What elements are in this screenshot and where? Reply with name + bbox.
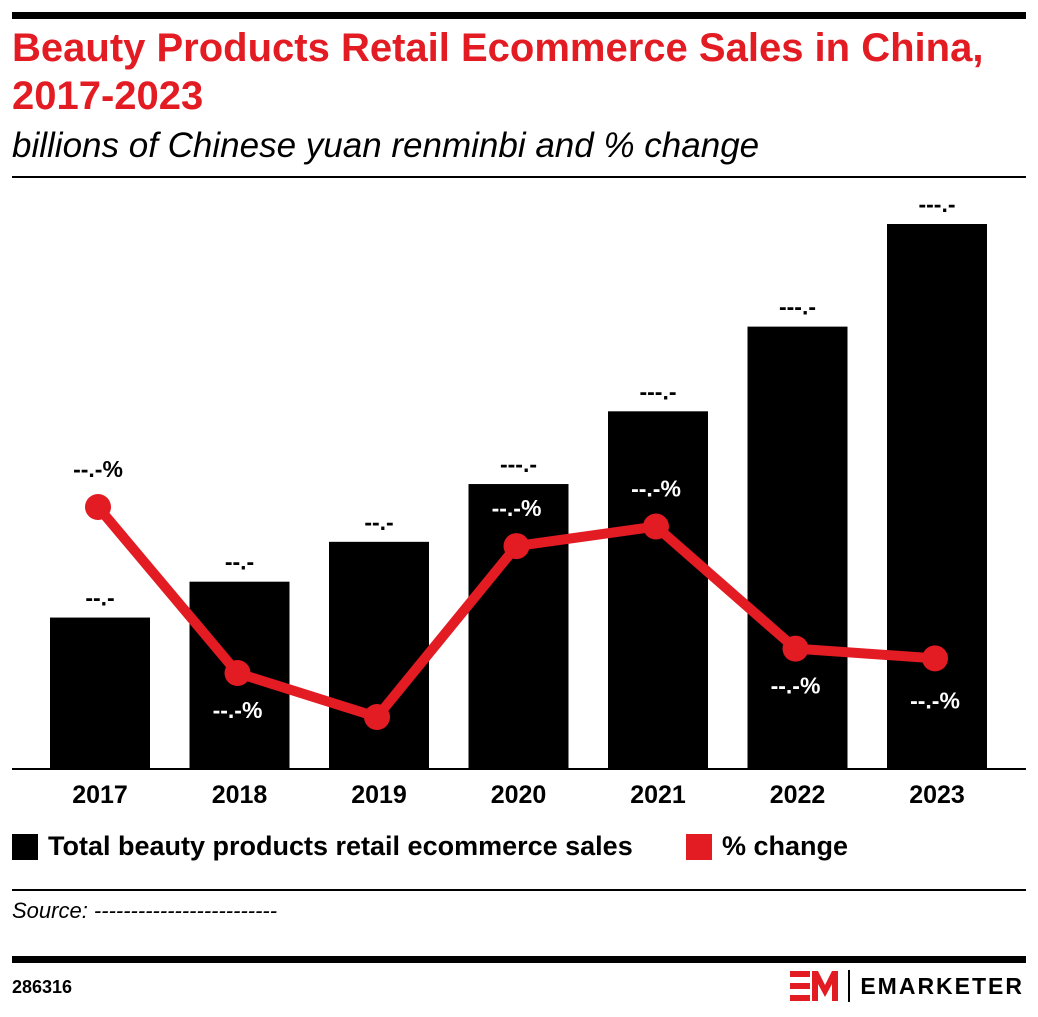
top-rule bbox=[12, 12, 1026, 19]
bar-value-label-2017: --.- bbox=[85, 585, 114, 611]
legend-label-sales: Total beauty products retail ecommerce s… bbox=[48, 831, 633, 861]
subtitle-rule bbox=[12, 176, 1026, 178]
logo-separator bbox=[848, 970, 851, 1002]
x-tick-2020: 2020 bbox=[491, 781, 547, 809]
x-tick-2019: 2019 bbox=[351, 781, 407, 809]
chart-title: Beauty Products Retail Ecommerce Sales i… bbox=[12, 26, 984, 118]
change-label-2022: --.-% bbox=[771, 673, 821, 699]
bar-2023 bbox=[887, 224, 987, 769]
bar-2017 bbox=[50, 617, 150, 769]
change-label-2021: --.-% bbox=[631, 476, 681, 502]
bar-2020 bbox=[468, 484, 569, 769]
chart-id: 286316 bbox=[12, 977, 73, 997]
change-point-2018 bbox=[224, 660, 251, 687]
bar-value-label-2020: ---.- bbox=[500, 451, 537, 477]
change-label-2018: --.-% bbox=[213, 697, 263, 723]
bar-value-label-2021: ---.- bbox=[639, 378, 676, 404]
legend-swatch-change bbox=[686, 833, 712, 860]
change-label-2020: --.-% bbox=[492, 495, 542, 521]
bottom-rule bbox=[12, 956, 1026, 963]
brand-name: EMARKETER bbox=[860, 972, 1024, 999]
legend-item-sales: Total beauty products retail ecommerce s… bbox=[12, 831, 633, 862]
legend-swatch-sales bbox=[12, 833, 38, 860]
bar-value-label-2022: ---.- bbox=[779, 294, 816, 320]
bar-2022 bbox=[747, 326, 848, 769]
legend-item-change: % change bbox=[686, 831, 848, 862]
line-layer: --.-% --.-% --.-% --.-% --.-% --.-% --.-% bbox=[73, 456, 960, 765]
bar-2019 bbox=[329, 541, 429, 769]
bar-value-label-2019: --.- bbox=[364, 509, 393, 535]
x-ticks-layer: 2017 2018 2019 2020 2021 2022 2023 bbox=[72, 781, 965, 809]
x-tick-2017: 2017 bbox=[72, 781, 128, 809]
change-point-2023 bbox=[922, 645, 948, 672]
change-point-2020 bbox=[503, 533, 530, 560]
em-logo-icon bbox=[790, 971, 839, 1001]
bar-value-label-2023: ---.- bbox=[918, 191, 955, 217]
emarketer-logo: EMARKETER bbox=[790, 970, 1024, 1002]
change-label-2019: --.-% bbox=[352, 739, 402, 765]
x-tick-2018: 2018 bbox=[212, 781, 268, 809]
legend-label-change: % change bbox=[722, 831, 849, 861]
bar-2021 bbox=[608, 411, 708, 769]
change-point-2022 bbox=[782, 635, 809, 662]
bar-labels-layer: --.- --.- --.- ---.- ---.- ---.- ---.- bbox=[85, 191, 955, 611]
chart-subtitle: billions of Chinese yuan renminbi and % … bbox=[12, 126, 760, 165]
x-tick-2022: 2022 bbox=[770, 781, 826, 809]
x-tick-2023: 2023 bbox=[909, 781, 965, 809]
bars-layer bbox=[50, 224, 987, 769]
change-point-2021 bbox=[643, 513, 669, 540]
x-tick-2021: 2021 bbox=[630, 781, 686, 809]
source-note: Source: ------------------------- bbox=[12, 898, 278, 923]
change-label-2017: --.-% bbox=[73, 456, 123, 482]
change-point-2017 bbox=[85, 494, 111, 520]
legend-rule bbox=[12, 889, 1026, 891]
change-label-2023: --.-% bbox=[910, 687, 960, 713]
bar-value-label-2018: --.- bbox=[225, 549, 254, 575]
change-point-2019 bbox=[364, 704, 390, 730]
